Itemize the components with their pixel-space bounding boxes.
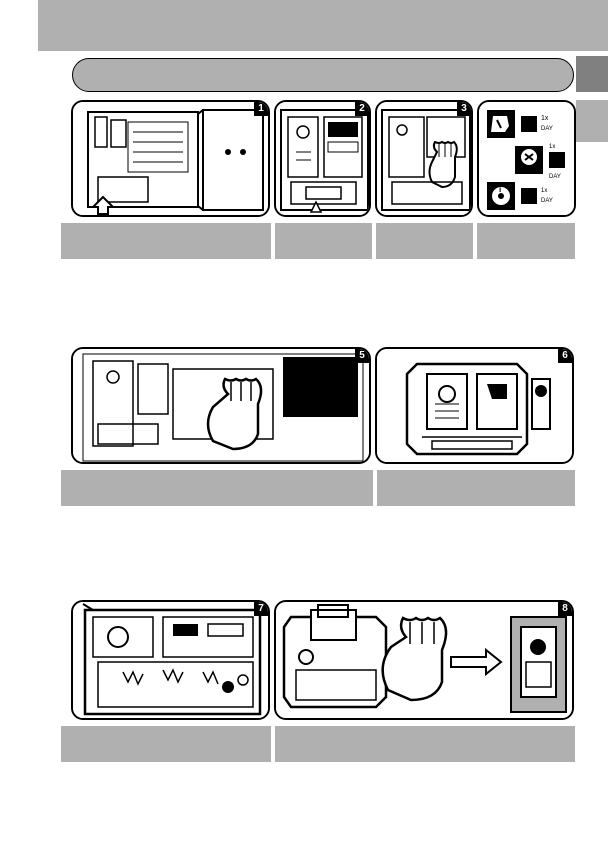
panel-number: 1 [254, 102, 268, 116]
panel-row-1: 1 2 [71, 100, 576, 217]
panel-1: 1 [71, 100, 270, 217]
panel-3: 3 [375, 100, 473, 217]
panel-number: 7 [254, 602, 268, 616]
panel-number: 8 [558, 602, 572, 616]
panel-number: 5 [355, 349, 369, 363]
panel-8: 8 [274, 600, 574, 720]
illustration-brew-unit [377, 349, 574, 464]
caption-6a [377, 470, 575, 506]
panel-row-2: 5 6 [71, 347, 574, 464]
side-tab-inactive [576, 100, 608, 142]
panel-row-3: 7 8 [71, 600, 574, 720]
caption-4a [477, 223, 575, 259]
svg-text:1x: 1x [541, 115, 549, 122]
illustration-interior-1 [276, 102, 371, 217]
svg-text:1x: 1x [541, 188, 547, 194]
svg-text:i: i [499, 185, 501, 194]
caption-1a [61, 223, 271, 259]
illustration-reinsert [276, 602, 574, 720]
svg-text:DAY: DAY [541, 126, 553, 132]
illustration-indicators: 1x DAY 1x DAY i 1x DAY [479, 102, 576, 217]
section-title [72, 58, 574, 92]
svg-text:DAY: DAY [541, 198, 553, 204]
panel-2: 2 [274, 100, 371, 217]
panel-6: 6 [375, 347, 574, 464]
panel-4: 1x DAY 1x DAY i 1x DAY [477, 100, 576, 217]
svg-text:1x: 1x [549, 144, 555, 150]
caption-8a [275, 726, 575, 762]
svg-text:DAY: DAY [549, 174, 561, 180]
caption-3a [376, 223, 473, 259]
caption-7a [61, 726, 271, 762]
illustration-hand-press [377, 102, 473, 217]
panel-number: 3 [457, 102, 471, 116]
panel-7: 7 [71, 600, 270, 720]
illustration-inside-view [73, 602, 270, 720]
caption-5a [61, 470, 373, 506]
illustration-open-door [73, 102, 270, 217]
illustration-remove-unit [73, 349, 371, 464]
header-bar [38, 0, 608, 51]
panel-number: 2 [355, 102, 369, 116]
panel-number: 6 [558, 349, 572, 363]
panel-5: 5 [71, 347, 371, 464]
side-tab-active [576, 56, 608, 92]
caption-2a [275, 223, 372, 259]
